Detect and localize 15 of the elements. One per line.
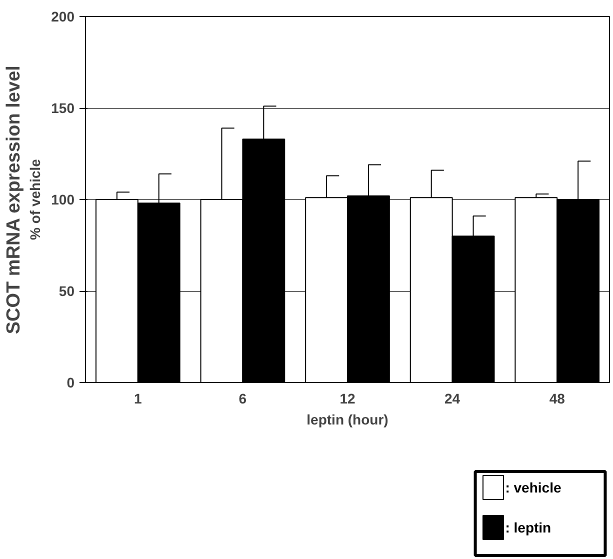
y-tick-label: 200 <box>51 8 75 24</box>
x-tick-label: 1 <box>134 390 142 406</box>
legend-label: : vehicle <box>505 480 562 496</box>
text: % of vehicle <box>27 158 44 240</box>
y-tick-label: 100 <box>51 192 75 208</box>
y-tick-label: 0 <box>66 374 75 390</box>
y-axis-title: SCOT mRNA expression level <box>4 66 24 334</box>
x-tick-label: 12 <box>340 390 356 406</box>
y-tick-label: 150 <box>51 100 75 116</box>
x-tick-label: 6 <box>238 390 247 406</box>
x-tick-label: 48 <box>549 390 566 406</box>
y-tick-label: 50 <box>58 283 75 299</box>
x-tick-label: 24 <box>444 390 460 406</box>
x-axis-title: leptin (hour) <box>306 412 388 428</box>
legend-label: : leptin <box>505 520 552 536</box>
